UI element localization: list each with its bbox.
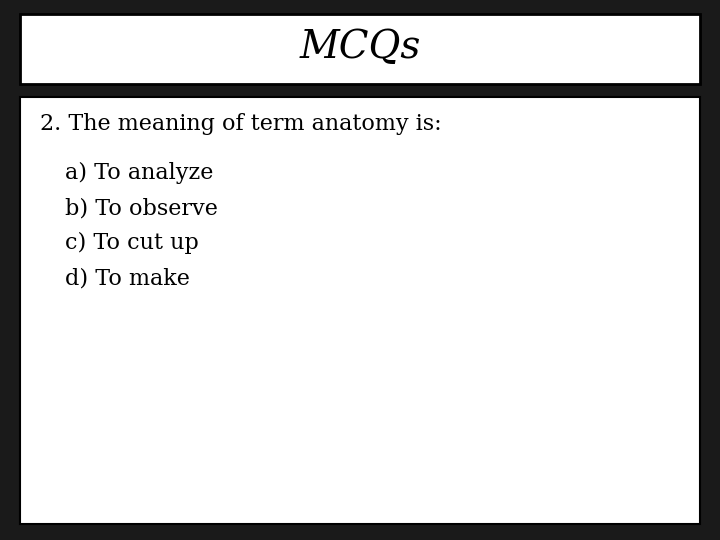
Text: c) To cut up: c) To cut up: [65, 232, 199, 254]
FancyBboxPatch shape: [20, 14, 700, 84]
Text: a) To analyze: a) To analyze: [65, 162, 213, 184]
Text: b) To observe: b) To observe: [65, 197, 217, 219]
Text: MCQs: MCQs: [300, 29, 420, 66]
Text: d) To make: d) To make: [65, 267, 189, 289]
FancyBboxPatch shape: [20, 97, 700, 524]
Text: 2. The meaning of term anatomy is:: 2. The meaning of term anatomy is:: [40, 113, 441, 136]
